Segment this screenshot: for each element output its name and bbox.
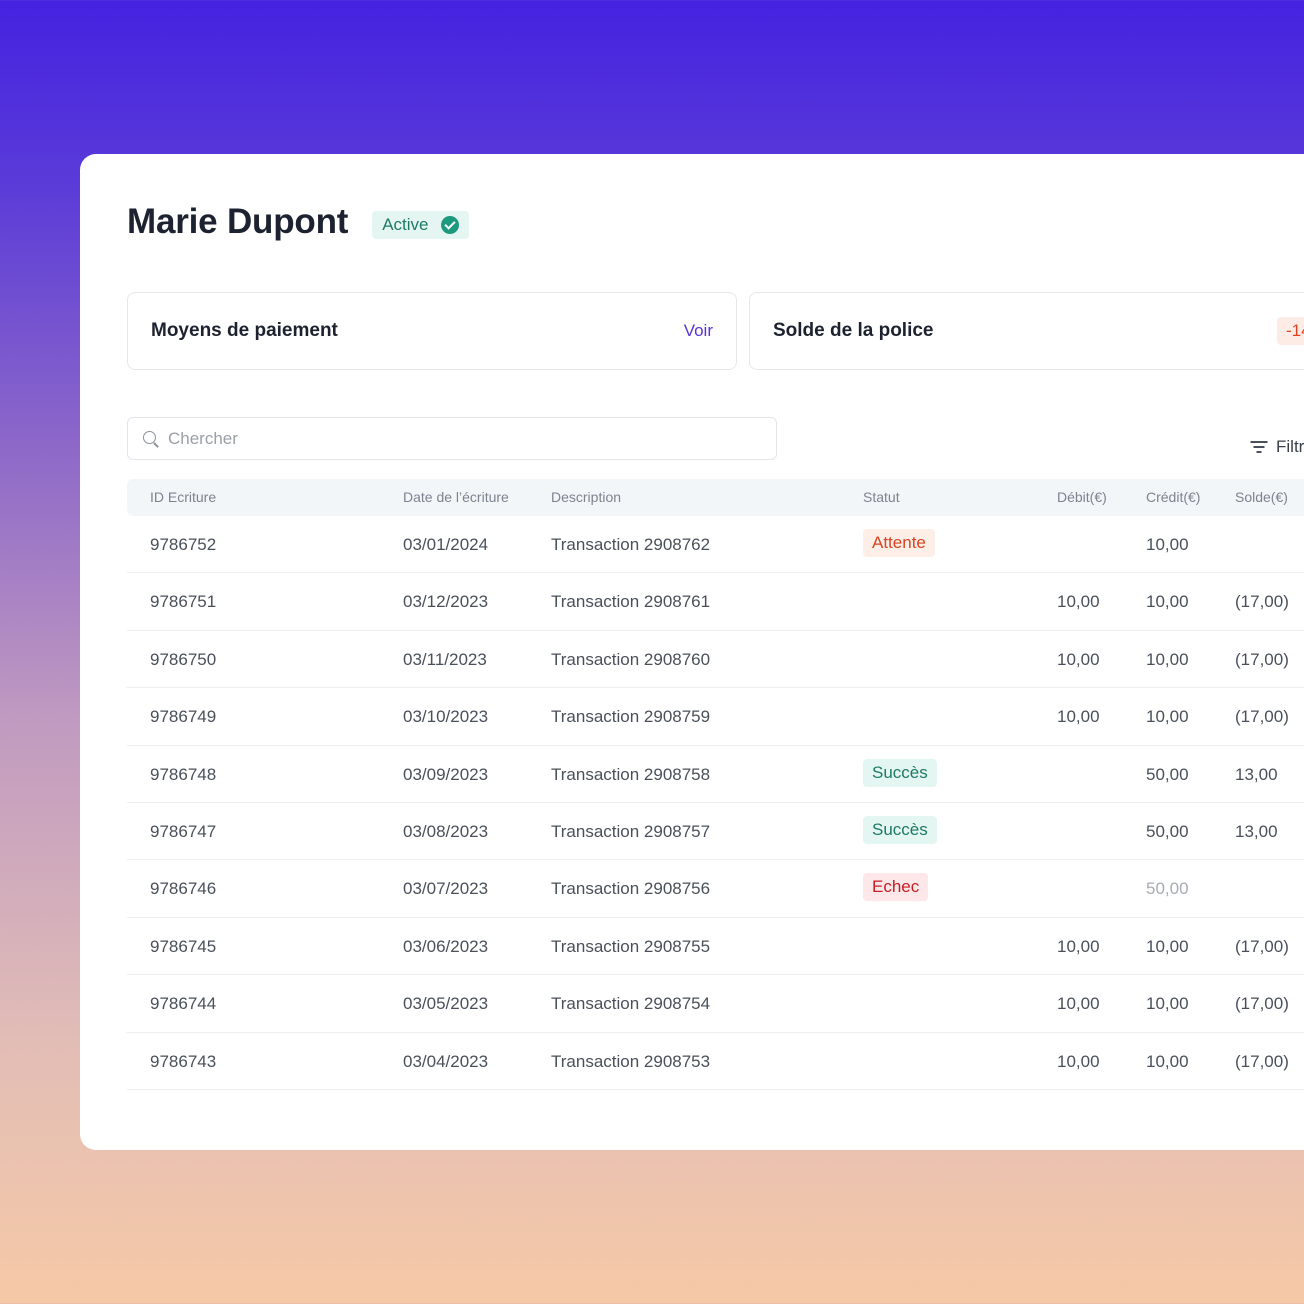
entry-credit: 10,00 (1146, 936, 1189, 956)
table-row[interactable]: 9786747 03/08/2023 Transaction 2908757 Succ… (127, 803, 1304, 861)
table-body: 9786752 03/01/2024 Transaction 2908762 Atte… (127, 516, 1304, 1090)
entry-description: Transaction 2908762 (551, 535, 711, 554)
column-header-credit[interactable]: Crédit(€) (1146, 489, 1201, 505)
entry-debit: 10,00 (1057, 994, 1100, 1014)
status-badge-label: Active (382, 215, 429, 234)
table-row[interactable]: 9786752 03/01/2024 Transaction 2908762 Atte… (127, 516, 1304, 574)
search-icon (142, 430, 160, 448)
status-badge: Succès (863, 758, 937, 787)
entry-date: 03/04/2023 (403, 1051, 489, 1071)
entry-balance: (17,00) (1235, 1051, 1289, 1071)
entry-description: Transaction 2908756 (551, 879, 711, 899)
table-row[interactable]: 9786749 03/10/2023 Transaction 2908759 10,0… (127, 688, 1304, 746)
transactions-table: ID Ecriture Date de l’écriture Descripti… (127, 479, 1304, 1090)
entry-description: Transaction 2908758 (551, 764, 711, 784)
entry-credit: 10,00 (1146, 592, 1189, 612)
entry-date: 03/10/2023 (403, 707, 489, 727)
payment-methods-panel: Moyens de paiement Voir (127, 292, 737, 370)
entry-date: 03/11/2023 (403, 649, 487, 669)
table-row[interactable]: 9786744 03/05/2023 Transaction 2908754 10,0… (127, 975, 1304, 1033)
entry-date: 03/07/2023 (403, 879, 489, 899)
view-payment-methods-link[interactable]: Voir (683, 321, 713, 340)
entry-id: 9786749 (150, 707, 217, 727)
entry-date: 03/12/2023 (403, 592, 489, 612)
entry-debit: 10,00 (1057, 707, 1100, 727)
entry-date: 03/09/2023 (403, 764, 489, 784)
table-row[interactable]: 9786745 03/06/2023 Transaction 2908755 10,0… (127, 918, 1304, 976)
entry-id: 9786750 (150, 649, 217, 669)
entry-description: Transaction 2908754 (551, 994, 711, 1014)
page-title: Marie Dupont (127, 202, 349, 241)
column-header-debit[interactable]: Débit(€) (1057, 489, 1107, 505)
entry-id: 9786744 (150, 994, 217, 1014)
status-badge: Active (372, 211, 469, 239)
search-box (127, 417, 777, 460)
entry-credit: 10,00 (1146, 649, 1189, 669)
status-badge: Echec (863, 873, 929, 902)
entry-credit: 10,00 (1146, 994, 1189, 1014)
entry-id: 9786748 (150, 764, 217, 784)
column-header-balance[interactable]: Solde(€) (1235, 489, 1288, 505)
account-card: Marie Dupont Active Moyens de paiement V… (80, 154, 1304, 1150)
entry-id: 9786745 (150, 936, 217, 956)
column-header-status[interactable]: Statut (863, 489, 900, 505)
table-row[interactable]: 9786746 03/07/2023 Transaction 2908756 Eche… (127, 860, 1304, 918)
table-row[interactable]: 9786743 03/04/2023 Transaction 2908753 10,0… (127, 1033, 1304, 1090)
entry-date: 03/01/2024 (403, 535, 489, 554)
entry-balance: (17,00) (1235, 994, 1289, 1014)
entry-description: Transaction 2908759 (551, 707, 711, 727)
table-header: ID Ecriture Date de l’écriture Descripti… (127, 479, 1304, 516)
entry-id: 9786752 (150, 535, 217, 554)
column-header-id[interactable]: ID Ecriture (150, 489, 217, 505)
entry-credit: 10,00 (1146, 707, 1189, 727)
entry-credit: 50,00 (1146, 821, 1189, 841)
column-header-date[interactable]: Date de l’écriture (403, 489, 509, 505)
entry-description: Transaction 2908760 (551, 649, 711, 669)
table-row[interactable]: 9786750 03/11/2023 Transaction 2908760 10,0… (127, 631, 1304, 689)
entry-balance: (17,00) (1235, 649, 1289, 669)
entry-id: 9786751 (150, 592, 217, 612)
filter-button[interactable]: Filtre (1250, 437, 1304, 457)
entry-credit: 50,00 (1146, 764, 1189, 784)
entry-debit: 10,00 (1057, 592, 1100, 612)
entry-balance: (17,00) (1235, 936, 1289, 956)
check-circle-icon (440, 216, 459, 234)
entry-balance: (17,00) (1235, 592, 1289, 612)
column-header-description[interactable]: Description (551, 489, 622, 505)
entry-description: Transaction 2908757 (551, 821, 711, 841)
entry-description: Transaction 2908755 (551, 936, 711, 956)
entry-description: Transaction 2908761 (551, 592, 711, 612)
entry-credit: 10,00 (1146, 535, 1189, 554)
entry-debit: 10,00 (1057, 936, 1100, 956)
policy-balance-panel: Solde de la police -14 (749, 292, 1304, 370)
status-badge: Attente (863, 529, 935, 557)
policy-balance-value: -14 (1277, 317, 1304, 345)
entry-date: 03/05/2023 (403, 994, 489, 1014)
entry-id: 9786743 (150, 1051, 217, 1071)
entry-date: 03/08/2023 (403, 821, 489, 841)
page-header: Marie Dupont Active (127, 202, 469, 242)
entry-balance: 13,00 (1235, 764, 1278, 784)
entry-balance: (17,00) (1235, 707, 1289, 727)
entry-description: Transaction 2908753 (551, 1051, 711, 1071)
search-input[interactable] (168, 428, 728, 449)
entry-id: 9786747 (150, 821, 217, 841)
entry-balance: 13,00 (1235, 821, 1278, 841)
entry-date: 03/06/2023 (403, 936, 489, 956)
filter-icon (1250, 440, 1267, 454)
table-row[interactable]: 9786751 03/12/2023 Transaction 2908761 10,0… (127, 573, 1304, 631)
policy-balance-title: Solde de la police (773, 320, 934, 341)
table-row[interactable]: 9786748 03/09/2023 Transaction 2908758 Succ… (127, 746, 1304, 803)
entry-debit: 10,00 (1057, 649, 1100, 669)
status-badge: Succès (863, 815, 937, 844)
filter-label: Filtre (1276, 437, 1304, 456)
entry-debit: 10,00 (1057, 1051, 1100, 1071)
payment-methods-title: Moyens de paiement (151, 320, 338, 341)
entry-credit: 10,00 (1146, 1051, 1189, 1071)
entry-credit: 50,00 (1146, 879, 1189, 899)
entry-id: 9786746 (150, 879, 217, 899)
